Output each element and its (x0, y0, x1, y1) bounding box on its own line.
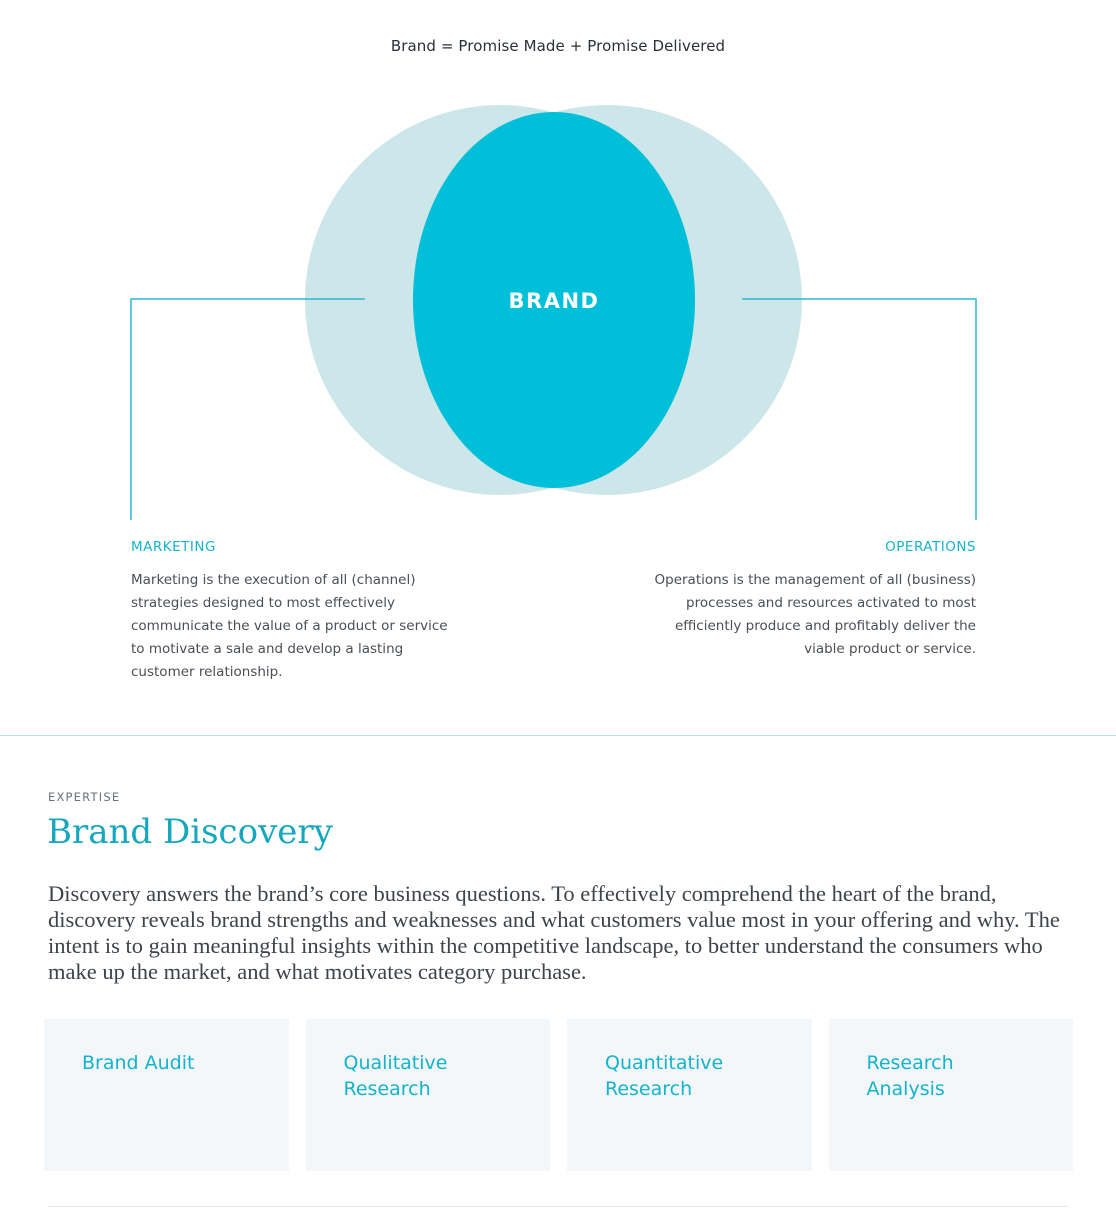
card-qualitative-research[interactable]: Qualitative Research (305, 1019, 550, 1171)
section-divider (0, 735, 1116, 736)
section-heading: Brand Discovery (47, 812, 333, 852)
bottom-divider (48, 1206, 1068, 1207)
card-label: Quantitative Research (605, 1052, 724, 1100)
marketing-connector-line (130, 298, 365, 520)
card-brand-audit[interactable]: Brand Audit (44, 1019, 289, 1171)
service-cards: Brand Audit Qualitative Research Quantit… (44, 1019, 1073, 1171)
operations-description: Operations is the management of all (bus… (654, 572, 977, 657)
brand-venn-diagram: BRAND (130, 105, 977, 520)
brand-label: BRAND (509, 289, 600, 313)
marketing-title: MARKETING (131, 539, 216, 555)
card-quantitative-research[interactable]: Quantitative Research (567, 1019, 812, 1171)
section-eyebrow: EXPERTISE (48, 790, 121, 804)
marketing-description: Marketing is the execution of all (chann… (131, 572, 448, 680)
brand-overlap (413, 112, 695, 488)
operations-connector-line (742, 298, 977, 520)
operations-title: OPERATIONS (885, 539, 976, 555)
card-research-analysis[interactable]: Research Analysis (828, 1019, 1073, 1171)
card-label: Brand Audit (82, 1052, 195, 1074)
card-label: Research Analysis (866, 1052, 954, 1100)
diagram-title: Brand = Promise Made + Promise Delivered (390, 37, 726, 55)
card-label: Qualitative Research (343, 1052, 448, 1100)
section-body: Discovery answers the brand’s core busin… (48, 881, 1060, 984)
